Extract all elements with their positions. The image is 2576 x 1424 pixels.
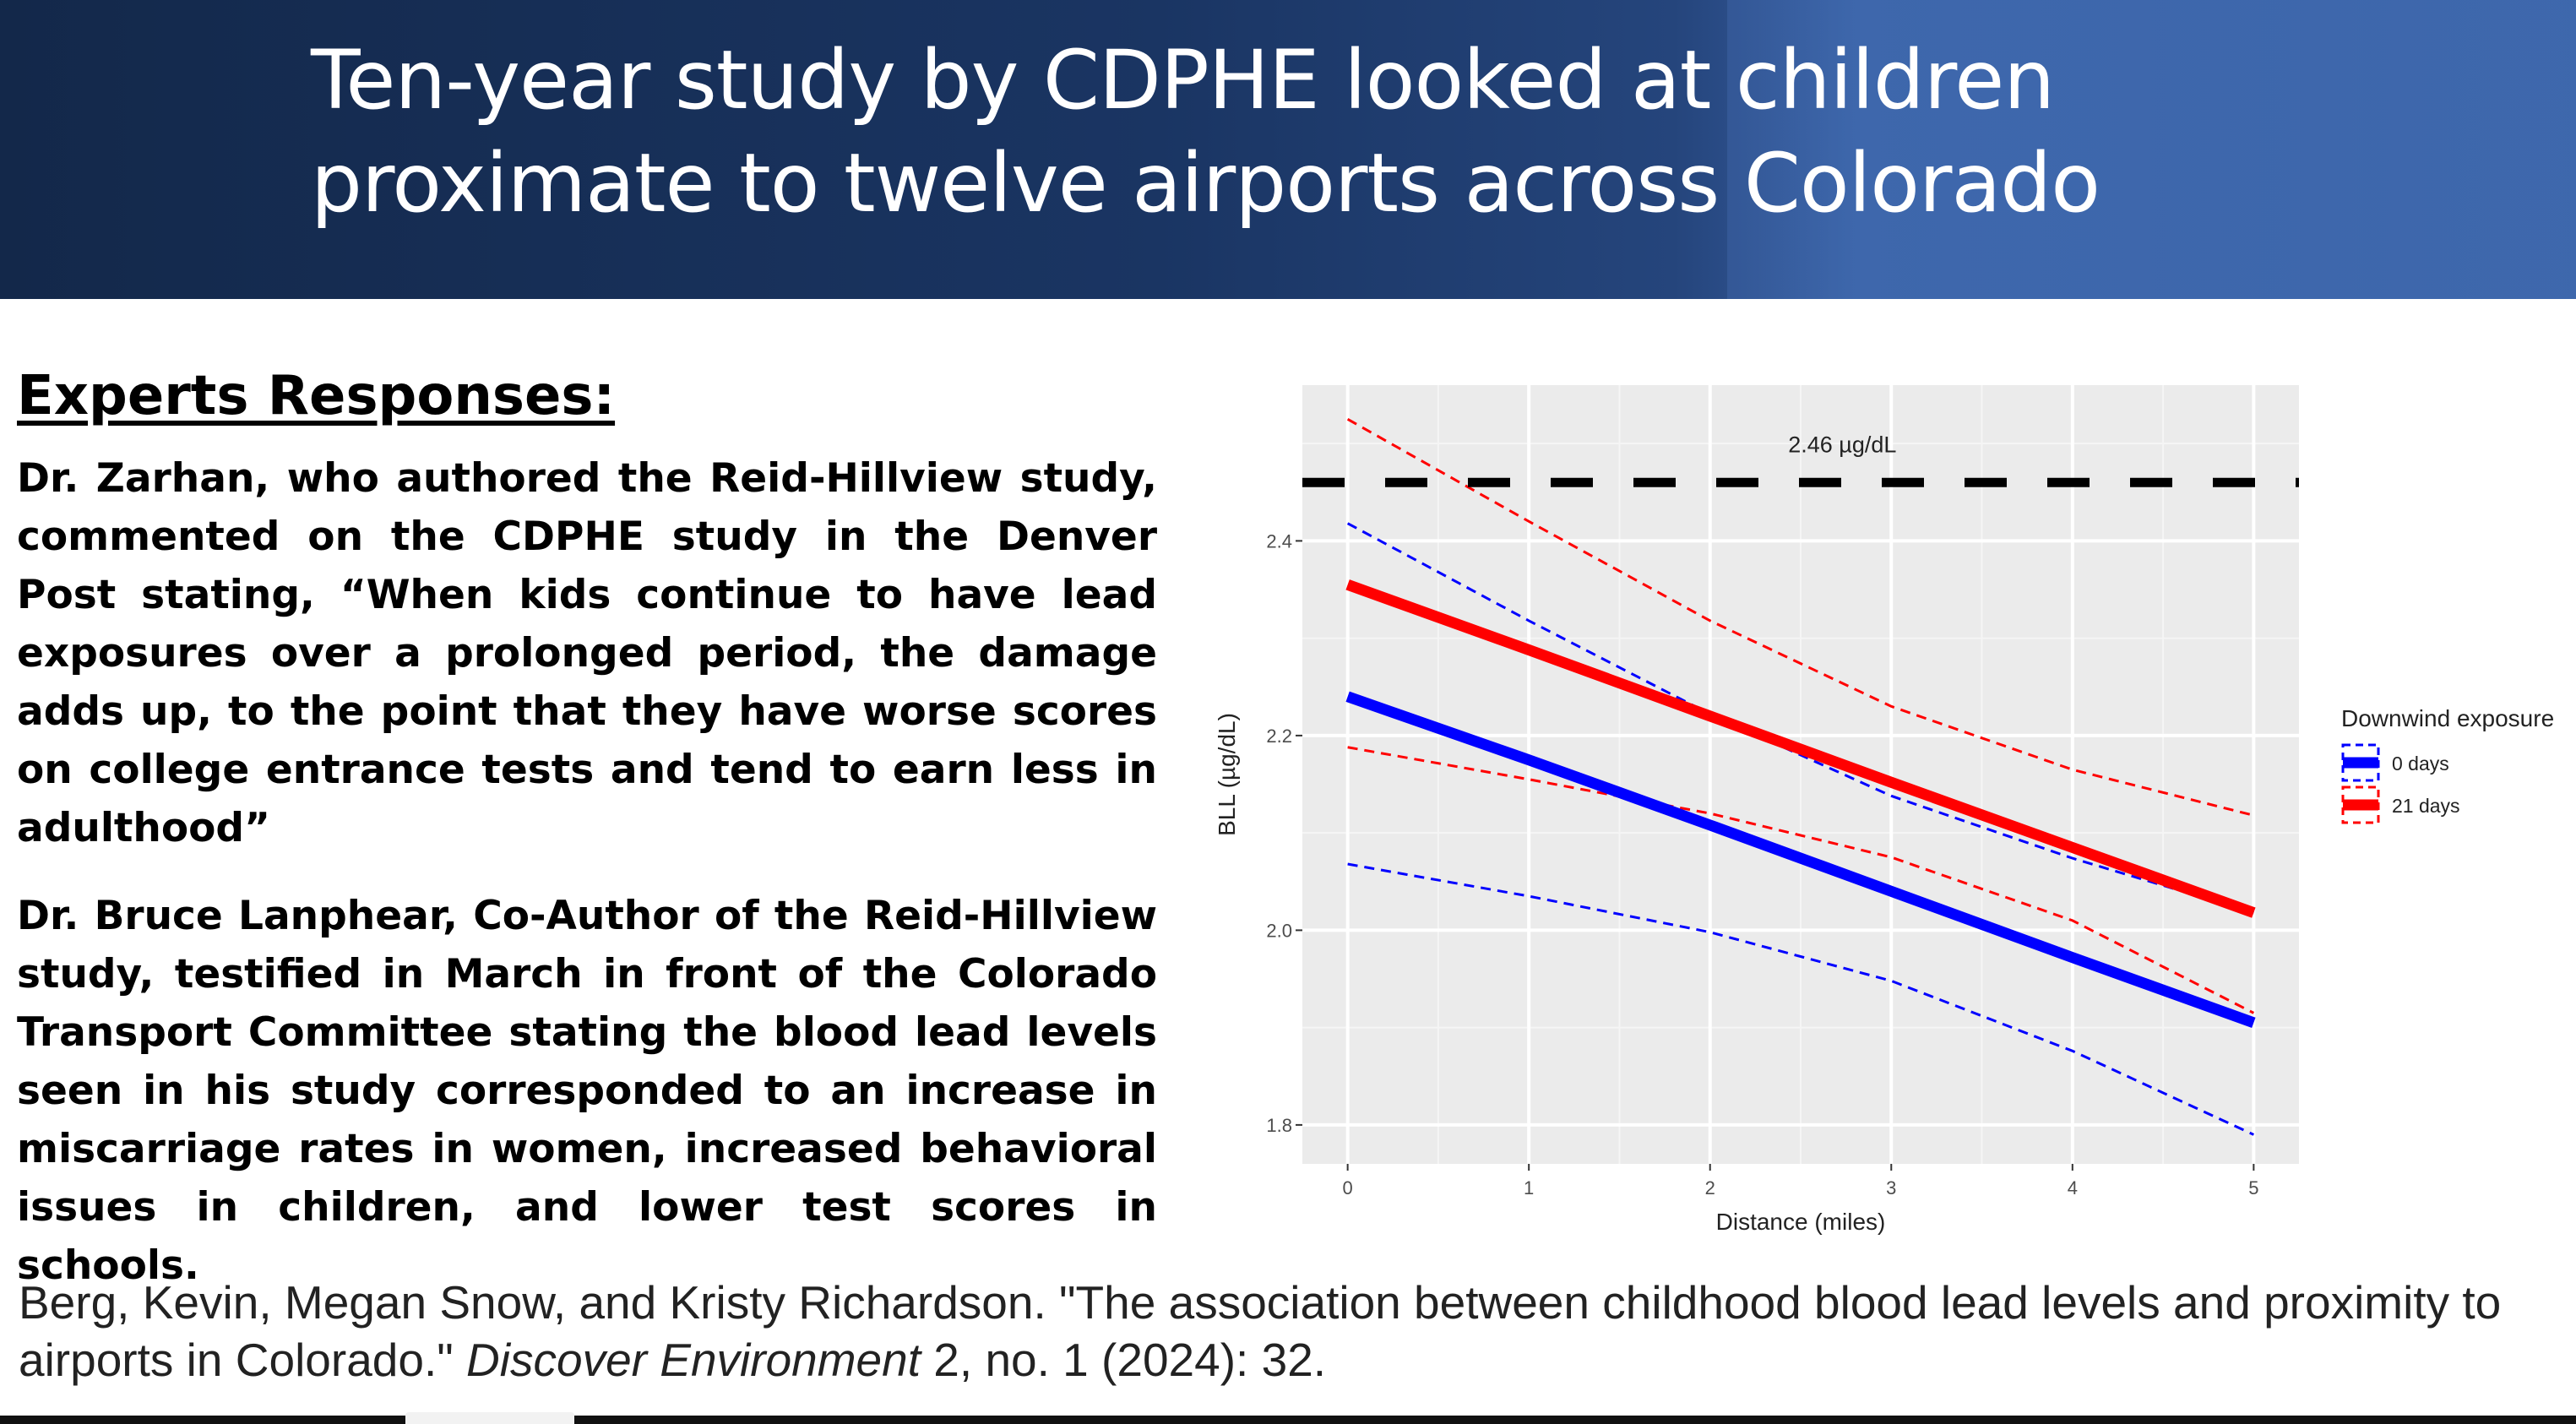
ci-lower-line	[1347, 746, 2255, 1014]
slide-title-line-2: proximate to twelve airports across Colo…	[311, 136, 2100, 231]
x-axis-title: Distance (miles)	[1716, 1209, 1886, 1235]
y-axis-title: BLL (µg/dL)	[1214, 713, 1240, 836]
y-tick-label: 2.4	[1266, 530, 1292, 552]
slide-title: Ten-year study by CDPHE looked at childr…	[311, 29, 2422, 235]
citation-text-end: 2, no. 1 (2024): 32.	[921, 1334, 1327, 1386]
y-tick-label: 1.8	[1266, 1115, 1292, 1136]
x-tick-label: 3	[1886, 1177, 1896, 1198]
citation-journal: Discover Environment	[466, 1334, 921, 1386]
slide-title-line-1: Ten-year study by CDPHE looked at childr…	[311, 33, 2055, 128]
legend-label: 21 days	[2392, 795, 2460, 817]
reference-line-label: 2.46 µg/dL	[1788, 432, 1896, 457]
chart-svg: 0 1 2 3 4 5 1.8 2.0 2.2 2.4 2.46 µg/dL Distance (mi…	[1214, 385, 2554, 1235]
title-banner	[0, 0, 2576, 299]
ci-lower-line	[1347, 862, 2254, 1136]
legend-label: 0 days	[2392, 753, 2449, 775]
x-tick-label: 4	[2068, 1177, 2078, 1198]
slide-bottom-border	[0, 1416, 2576, 1424]
y-tick-label: 2.2	[1266, 726, 1292, 747]
ci-upper-line	[1346, 418, 2254, 817]
bll-distance-chart: 0 1 2 3 4 5 1.8 2.0 2.2 2.4 2.46 µg/dL Distance (mi…	[1182, 372, 2576, 1267]
lanphear-testimony-paragraph: Dr. Bruce Lanphear, Co-Author of the Rei…	[17, 893, 1157, 1289]
series-line	[1345, 691, 2256, 1029]
legend-title: Downwind exposure	[2341, 705, 2554, 731]
series-line	[1345, 579, 2256, 918]
x-tick-label: 1	[1524, 1177, 1534, 1198]
citation-text-start: Berg, Kevin, Megan Snow, and Kristy Rich…	[19, 1276, 2502, 1386]
y-tick-label: 2.0	[1266, 920, 1292, 941]
citation: Berg, Kevin, Megan Snow, and Kristy Rich…	[19, 1274, 2561, 1389]
experts-heading: Experts Responses:	[17, 365, 616, 427]
x-tick-label: 0	[1343, 1177, 1353, 1198]
x-tick-label: 2	[1705, 1177, 1715, 1198]
x-tick-label: 5	[2248, 1177, 2258, 1198]
zarhan-quote-paragraph: Dr. Zarhan, who authored the Reid-Hillvi…	[17, 455, 1157, 851]
slide-bottom-tab	[405, 1412, 574, 1424]
